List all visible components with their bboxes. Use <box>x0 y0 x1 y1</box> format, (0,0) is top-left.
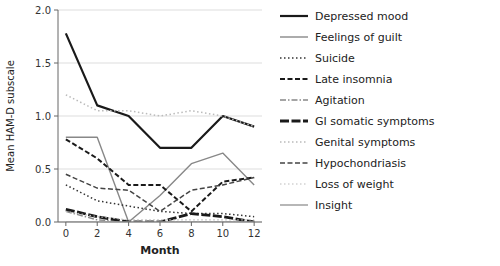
legend-entry: Loss of weight <box>315 178 394 191</box>
x-axis <box>58 222 262 223</box>
grid-line <box>58 169 262 170</box>
y-tick <box>54 222 58 223</box>
legend-swatch <box>280 204 308 205</box>
legend: Depressed mood Feelings of guilt Suicide La… <box>280 10 435 212</box>
y-tick <box>54 10 58 11</box>
x-tick <box>254 222 255 226</box>
legend-entry: GI somatic symptoms <box>315 115 435 128</box>
y-axis <box>58 10 59 222</box>
x-tick <box>65 222 66 226</box>
series-line <box>66 185 254 217</box>
legend-swatch <box>280 15 308 17</box>
legend-entry: Depressed mood <box>315 10 408 23</box>
legend-swatch <box>280 141 308 143</box>
series-line <box>66 33 254 147</box>
x-tick <box>128 222 129 226</box>
series-line <box>66 139 254 211</box>
grid-line <box>58 222 262 223</box>
x-tick <box>160 222 161 226</box>
y-tick-label: 1.5 <box>35 58 51 69</box>
series-line <box>66 95 254 127</box>
legend-entry: Genital symptoms <box>315 136 416 149</box>
y-axis-label: Mean HAM-D subscale <box>5 60 16 172</box>
grid-line <box>58 63 262 64</box>
y-tick <box>54 169 58 170</box>
legend-entry: Hypochondriasis <box>315 157 406 170</box>
x-tick-label: 6 <box>157 228 163 239</box>
legend-entry: Late insomnia <box>315 73 392 86</box>
chart: 0.0 0.5 1.0 1.5 2.0 0 2 4 6 8 10 12 Month Mean HAM-D … <box>0 0 500 266</box>
lines <box>66 33 254 222</box>
y-tick <box>54 63 58 64</box>
legend-entry: Feelings of guilt <box>315 31 403 44</box>
x-axis-label: Month <box>140 244 179 257</box>
series-line <box>66 221 254 222</box>
x-tick-label: 10 <box>216 228 229 239</box>
series-line <box>66 137 254 222</box>
x-tick-label: 2 <box>94 228 100 239</box>
legend-swatch <box>280 36 308 37</box>
y-tick-label: 0.5 <box>35 164 51 175</box>
x-tick <box>191 222 192 226</box>
series-line <box>66 174 254 211</box>
legend-swatch <box>280 99 308 100</box>
x-tick-label: 8 <box>188 228 194 239</box>
x-tick-label: 4 <box>125 228 131 239</box>
legend-swatch <box>280 120 308 123</box>
grid-line <box>58 10 262 11</box>
grid-line <box>58 116 262 117</box>
legend-swatch <box>280 57 308 59</box>
x-tick-label: 0 <box>63 228 69 239</box>
legend-swatch <box>280 162 308 164</box>
legend-entry: Insight <box>315 199 353 212</box>
x-tick <box>97 222 98 226</box>
y-tick-label: 2.0 <box>35 5 51 16</box>
legend-entry: Suicide <box>315 52 355 65</box>
y-tick <box>54 116 58 117</box>
legend-entry: Agitation <box>315 94 365 107</box>
y-tick-label: 0.0 <box>35 217 51 228</box>
x-tick-label: 12 <box>248 228 261 239</box>
series-line <box>66 211 254 219</box>
x-tick <box>222 222 223 226</box>
legend-swatch <box>280 183 308 184</box>
y-tick-label: 1.0 <box>35 111 51 122</box>
legend-swatch <box>280 78 308 80</box>
series-line <box>66 209 254 222</box>
